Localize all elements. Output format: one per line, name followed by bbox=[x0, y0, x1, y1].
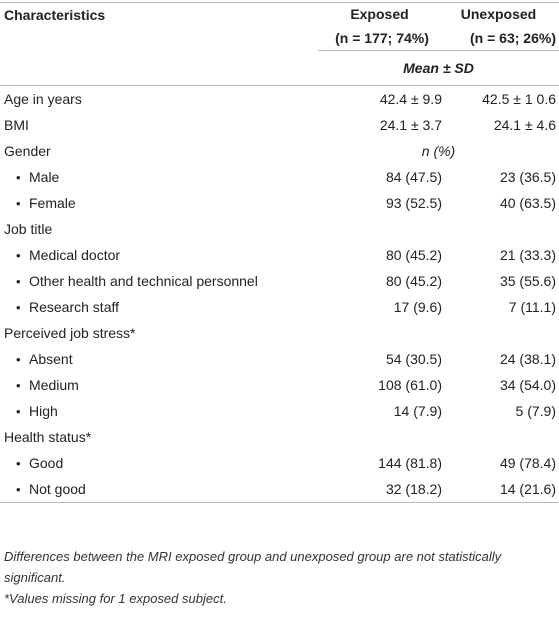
table: Characteristics Exposed Unexposed (n = 17… bbox=[0, 2, 559, 503]
unexposed-value: 42.5 ± 1 0.6 bbox=[482, 91, 556, 107]
table-row: Research staff 17 (9.6) 7 (11.1) bbox=[0, 294, 559, 320]
stat-row: Mean ± SD bbox=[0, 50, 559, 86]
exposed-cell: 32 (18.2) 14 (21.6) bbox=[318, 476, 559, 503]
row-label: Not good bbox=[0, 476, 318, 503]
exposed-value: 144 (81.8) bbox=[378, 455, 442, 471]
exposed-cell: 84 (47.5) 23 (36.5) bbox=[318, 164, 559, 190]
row-label: Perceived job stress* bbox=[4, 325, 136, 341]
unexposed-value: 21 (33.3) bbox=[499, 247, 556, 263]
table-row: Good 144 (81.8) 49 (78.4) bbox=[0, 450, 559, 476]
row-label: Job title bbox=[4, 221, 53, 237]
stat-cell: Mean ± SD bbox=[318, 50, 559, 86]
row-label: Good bbox=[0, 450, 318, 476]
table-row: Not good 32 (18.2) 14 (21.6) bbox=[0, 476, 559, 503]
row-label: Other health and technical personnel bbox=[0, 268, 318, 294]
header-cell: Unexposed bbox=[460, 6, 537, 22]
footnotes: Differences between the MRI exposed grou… bbox=[4, 546, 554, 609]
unexposed-value: 40 (63.5) bbox=[499, 195, 556, 211]
table-row: High 14 (7.9) 5 (7.9) bbox=[0, 398, 559, 424]
header-cell: (n = 63; 26%) bbox=[470, 29, 556, 46]
table-row: Age in years 42.4 ± 9.9 42.5 ± 1 0.6 bbox=[0, 85, 559, 112]
unexposed-value: 24.1 ± 4.6 bbox=[493, 117, 556, 133]
row-label: Research staff bbox=[0, 294, 318, 320]
header-cell: Characteristics bbox=[4, 7, 106, 23]
row-label: Age in years bbox=[0, 85, 318, 112]
header-group: (n = 177; 74%) (n = 63; 26%) bbox=[318, 25, 559, 51]
empty-cell bbox=[318, 424, 559, 450]
row-label: Health status* bbox=[4, 429, 92, 445]
unexposed-value: 14 (21.6) bbox=[499, 481, 556, 497]
table-body: Age in years 42.4 ± 9.9 42.5 ± 1 0.6 BMI 24.… bbox=[0, 85, 559, 503]
empty-cell bbox=[318, 320, 559, 346]
row-label: BMI bbox=[4, 117, 29, 133]
unexposed-value: 5 (7.9) bbox=[515, 403, 556, 419]
table-row: Absent 54 (30.5) 24 (38.1) bbox=[0, 346, 559, 372]
exposed-value: 80 (45.2) bbox=[385, 273, 442, 289]
exposed-value: 93 (52.5) bbox=[385, 195, 442, 211]
table-row: Health status* bbox=[0, 424, 559, 450]
exposed-cell: 108 (61.0) 34 (54.0) bbox=[318, 372, 559, 398]
header-group: Exposed Unexposed bbox=[318, 3, 559, 26]
exposed-value: 24.1 ± 3.7 bbox=[379, 117, 442, 133]
exposed-value: 32 (18.2) bbox=[385, 481, 442, 497]
exposed-cell: 144 (81.8) 49 (78.4) bbox=[318, 450, 559, 476]
table-row: Male 84 (47.5) 23 (36.5) bbox=[0, 164, 559, 190]
footnote: Differences between the MRI exposed grou… bbox=[4, 549, 502, 585]
row-label: Medium bbox=[0, 372, 318, 398]
header-cell: (n = 177; 74%) bbox=[335, 29, 429, 46]
footnote: *Values missing for 1 exposed subject. bbox=[4, 591, 227, 606]
exposed-cell: 42.4 ± 9.9 42.5 ± 1 0.6 bbox=[318, 85, 559, 112]
table-row: Medium 108 (61.0) 34 (54.0) bbox=[0, 372, 559, 398]
exposed-value: 17 (9.6) bbox=[393, 299, 442, 315]
exposed-cell: 17 (9.6) 7 (11.1) bbox=[318, 294, 559, 320]
exposed-value: 42.4 ± 9.9 bbox=[379, 91, 442, 107]
row-label: Female bbox=[0, 190, 318, 216]
exposed-cell: 93 (52.5) 40 (63.5) bbox=[318, 190, 559, 216]
exposed-value: 14 (7.9) bbox=[393, 403, 442, 419]
unexposed-value: 49 (78.4) bbox=[499, 455, 556, 471]
row-label: Absent bbox=[0, 346, 318, 372]
header-cell: Exposed bbox=[350, 6, 409, 22]
table-row: Female 93 (52.5) 40 (63.5) bbox=[0, 190, 559, 216]
row-label: High bbox=[0, 398, 318, 424]
exposed-value: 108 (61.0) bbox=[378, 377, 442, 393]
table-row: BMI 24.1 ± 3.7 24.1 ± 4.6 bbox=[0, 112, 559, 138]
table-row: Medical doctor 80 (45.2) 21 (33.3) bbox=[0, 242, 559, 268]
table-row: Gender n (%) bbox=[0, 138, 559, 164]
exposed-value: 54 (30.5) bbox=[385, 351, 442, 367]
unexposed-value: 34 (54.0) bbox=[499, 377, 556, 393]
header-row: (n = 177; 74%) (n = 63; 26%) bbox=[0, 25, 559, 51]
table-row: Job title bbox=[0, 216, 559, 242]
exposed-cell: 24.1 ± 3.7 24.1 ± 4.6 bbox=[318, 112, 559, 138]
empty-cell bbox=[318, 216, 559, 242]
header-row: Characteristics Exposed Unexposed bbox=[0, 3, 559, 26]
exposed-value: 84 (47.5) bbox=[385, 169, 442, 185]
exposed-value: 80 (45.2) bbox=[385, 247, 442, 263]
unexposed-value: 23 (36.5) bbox=[499, 169, 556, 185]
table-row: Perceived job stress* bbox=[0, 320, 559, 346]
exposed-cell: 14 (7.9) 5 (7.9) bbox=[318, 398, 559, 424]
unexposed-value: 7 (11.1) bbox=[508, 299, 556, 315]
exposed-cell: 80 (45.2) 21 (33.3) bbox=[318, 242, 559, 268]
row-label: Medical doctor bbox=[0, 242, 318, 268]
empty-cell bbox=[0, 51, 318, 86]
row-label: Gender bbox=[4, 143, 51, 159]
row-label: Male bbox=[0, 164, 318, 190]
span-cell: n (%) bbox=[421, 143, 456, 159]
exposed-cell: 54 (30.5) 24 (38.1) bbox=[318, 346, 559, 372]
unexposed-value: 24 (38.1) bbox=[499, 351, 556, 367]
unexposed-value: 35 (55.6) bbox=[499, 273, 556, 289]
exposed-cell: 80 (45.2) 35 (55.6) bbox=[318, 268, 559, 294]
